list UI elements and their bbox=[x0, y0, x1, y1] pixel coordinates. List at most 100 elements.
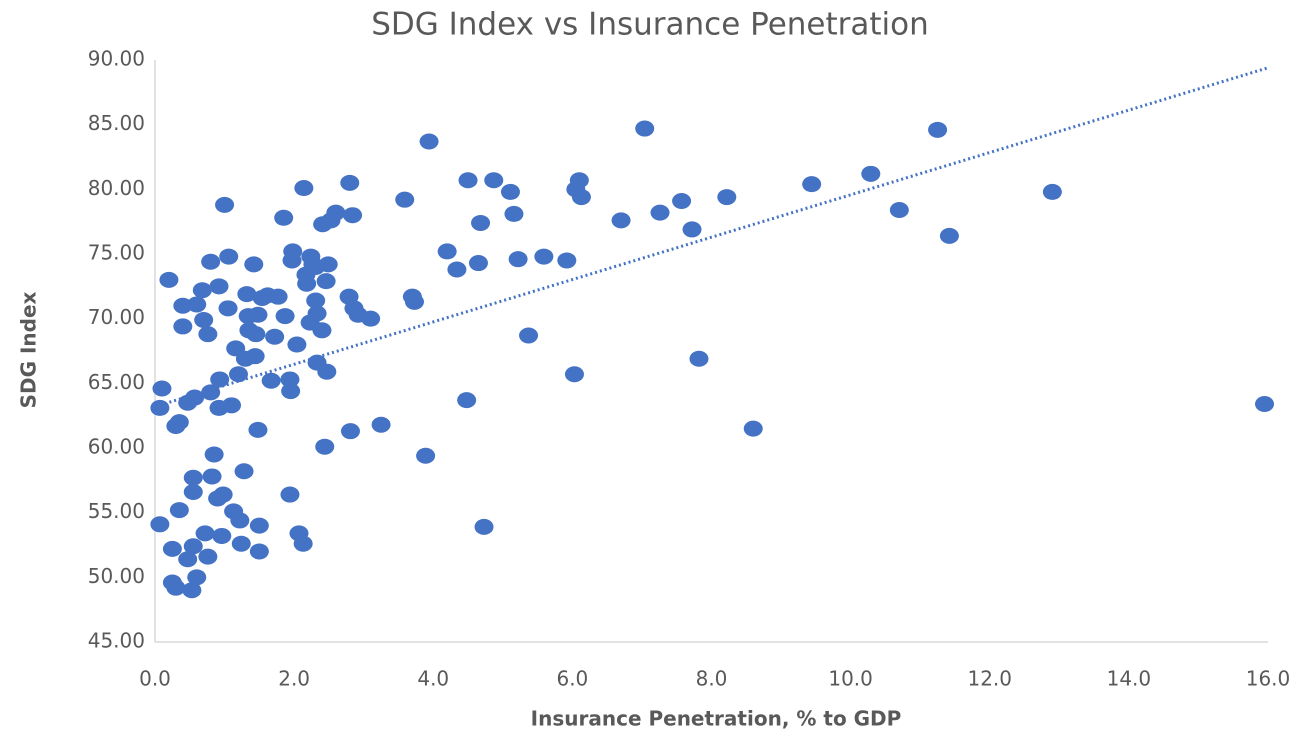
y-tick-label: 90.00 bbox=[88, 47, 145, 71]
point bbox=[187, 296, 207, 313]
point bbox=[474, 518, 494, 535]
point bbox=[261, 372, 281, 389]
point bbox=[611, 212, 631, 229]
point bbox=[218, 300, 238, 317]
point bbox=[635, 120, 655, 137]
point bbox=[650, 204, 670, 221]
point bbox=[274, 209, 294, 226]
point bbox=[318, 256, 338, 273]
point bbox=[340, 423, 360, 440]
point bbox=[281, 383, 301, 400]
point bbox=[265, 328, 285, 345]
point bbox=[557, 252, 577, 269]
point bbox=[209, 278, 229, 295]
chart-title: SDG Index vs Insurance Penetration bbox=[371, 7, 929, 43]
point bbox=[248, 306, 268, 323]
point bbox=[326, 204, 346, 221]
point bbox=[682, 221, 702, 238]
point bbox=[204, 446, 224, 463]
point bbox=[294, 180, 314, 197]
y-tick-label: 75.00 bbox=[88, 241, 145, 265]
point bbox=[371, 416, 391, 433]
point bbox=[340, 174, 360, 191]
x-tick-label: 16.0 bbox=[1246, 667, 1291, 691]
point bbox=[928, 121, 948, 138]
point bbox=[198, 548, 218, 565]
point bbox=[471, 214, 491, 231]
x-axis-title: Insurance Penetration, % to GDP bbox=[531, 707, 902, 731]
y-tick-label: 80.00 bbox=[88, 176, 145, 200]
y-tick-label: 55.00 bbox=[88, 499, 145, 523]
point bbox=[249, 543, 269, 560]
point bbox=[343, 207, 363, 224]
point bbox=[246, 326, 266, 343]
y-tick-label: 70.00 bbox=[88, 305, 145, 329]
point bbox=[437, 243, 457, 260]
point bbox=[307, 305, 327, 322]
point bbox=[416, 447, 436, 464]
point bbox=[297, 275, 317, 292]
point bbox=[317, 363, 337, 380]
point bbox=[215, 196, 235, 213]
x-tick-label: 8.0 bbox=[696, 667, 728, 691]
point bbox=[201, 253, 221, 270]
point bbox=[178, 551, 198, 568]
point bbox=[187, 569, 207, 586]
point bbox=[500, 183, 520, 200]
point bbox=[159, 271, 179, 288]
point bbox=[245, 348, 265, 365]
point bbox=[237, 286, 257, 303]
point bbox=[361, 310, 381, 327]
point bbox=[195, 525, 215, 542]
point bbox=[395, 191, 415, 208]
x-tick-label: 6.0 bbox=[556, 667, 588, 691]
point bbox=[283, 243, 303, 260]
point bbox=[1042, 183, 1062, 200]
point bbox=[504, 205, 524, 222]
point bbox=[219, 248, 239, 265]
point bbox=[230, 512, 250, 529]
point bbox=[672, 192, 692, 209]
point bbox=[173, 318, 193, 335]
point bbox=[508, 251, 528, 268]
point bbox=[569, 172, 589, 189]
point bbox=[287, 336, 307, 353]
point bbox=[192, 282, 212, 299]
point bbox=[484, 172, 504, 189]
y-axis-title: SDG Index bbox=[17, 291, 41, 408]
point bbox=[316, 273, 336, 290]
point bbox=[228, 366, 248, 383]
y-tick-label: 50.00 bbox=[88, 564, 145, 588]
point bbox=[194, 311, 214, 328]
point bbox=[152, 380, 172, 397]
point bbox=[150, 516, 170, 533]
point bbox=[404, 293, 424, 310]
point bbox=[231, 535, 251, 552]
point bbox=[244, 256, 264, 273]
point bbox=[162, 540, 182, 557]
point bbox=[468, 255, 488, 272]
point bbox=[457, 392, 477, 409]
x-tick-label: 0.0 bbox=[139, 667, 171, 691]
point bbox=[268, 288, 288, 305]
point bbox=[293, 535, 313, 552]
point bbox=[150, 399, 170, 416]
point bbox=[939, 227, 959, 244]
point bbox=[222, 397, 242, 414]
point bbox=[889, 202, 909, 219]
point bbox=[169, 414, 189, 431]
point bbox=[861, 165, 881, 182]
y-tick-label: 65.00 bbox=[88, 370, 145, 394]
x-tick-label: 12.0 bbox=[967, 667, 1012, 691]
point bbox=[201, 384, 221, 401]
point bbox=[280, 486, 300, 503]
y-tick-label: 45.00 bbox=[88, 629, 145, 653]
point bbox=[1255, 396, 1275, 413]
point bbox=[173, 297, 193, 314]
point bbox=[306, 292, 326, 309]
point bbox=[564, 366, 584, 383]
point bbox=[717, 189, 737, 206]
point bbox=[183, 538, 203, 555]
point bbox=[166, 579, 186, 596]
x-tick-label: 2.0 bbox=[278, 667, 310, 691]
